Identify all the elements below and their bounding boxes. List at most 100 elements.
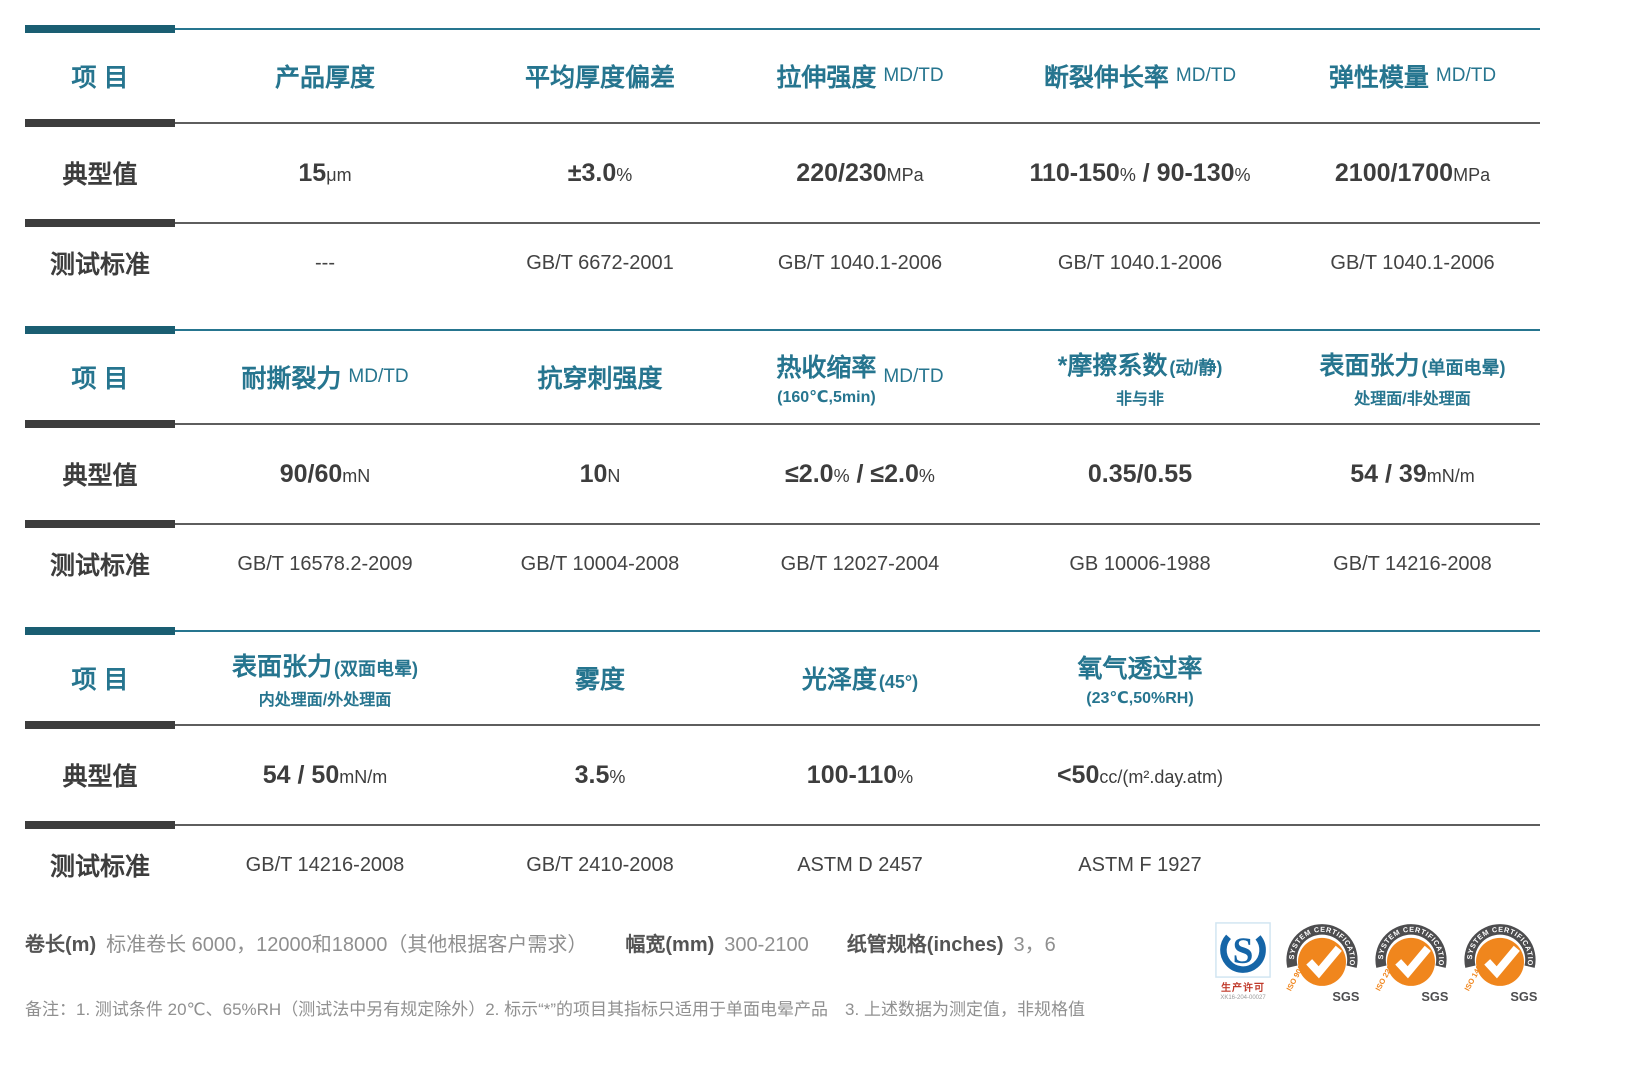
row-label-typical: 典型值	[62, 462, 138, 490]
typical-value-cell: 220/230MPa	[725, 159, 995, 188]
column-header: 拉伸强度 MD/TD	[725, 58, 995, 94]
rule-accent-bar	[25, 219, 175, 227]
rule-line	[25, 122, 1540, 124]
column-subtitle: 处理面/非处理面	[1354, 390, 1471, 408]
row-label-standard: 测试标准	[49, 853, 150, 881]
rule-line	[25, 423, 1540, 425]
qs-license-code: XK16-204-00027	[1220, 995, 1266, 1001]
header-row: 项 目 耐撕裂力 MD/TD 抗穿刺强度 热收缩率 (160℃,5min) MD/TD *摩擦…	[25, 334, 1540, 420]
standard-cell: GB/T 16578.2-2009	[237, 552, 413, 575]
typical-value-cell: 0.35/0.55	[995, 460, 1285, 489]
rule-accent-bar	[25, 821, 175, 829]
value-number: 110-150	[1029, 158, 1120, 187]
sgs-brand-label: SGS	[1421, 989, 1448, 1003]
value-unit: %	[616, 164, 633, 185]
standard-cell: GB/T 6672-2001	[526, 251, 674, 274]
badge-ring	[1286, 924, 1358, 968]
row-label-standard: 测试标准	[49, 552, 150, 580]
column-header: 耐撕裂力 MD/TD	[175, 359, 475, 395]
rule-accent-bar	[25, 627, 175, 635]
qs-letter: S	[1233, 931, 1254, 972]
column-direction-suffix: MD/TD	[348, 366, 409, 387]
sgs-iso22000-badge: SYSTEM CERTIFICATION ISO 22000 SGS	[1371, 916, 1451, 1004]
row-label-typical: 典型值	[62, 161, 138, 189]
column-direction-suffix: MD/TD	[1175, 65, 1237, 86]
rule-line	[25, 523, 1540, 525]
value-unit: %	[1119, 164, 1136, 185]
value-number: 220/230	[796, 158, 887, 187]
spec-tables: 项 目 产品厚度 平均厚度偏差 拉伸强度 MD/TD 断裂伸长率 MD/TD 弹性模量 MD/T…	[25, 25, 1540, 901]
typical-value-row: 典型值 90/60mN 10N ≤2.0% / ≤2.0% 0.35/0.55 54 / …	[25, 428, 1540, 520]
column-title: 表面张力	[1319, 351, 1420, 380]
roll-spec-line: 卷长(m) 标准卷长 6000，12000和18000（其他根据客户需求） 幅宽…	[25, 928, 1540, 957]
header-row: 项 目 表面张力 (双面电晕) 内处理面/外处理面 雾度 光泽度 (45°) 氧气透过率 (23…	[25, 635, 1540, 721]
standard-cell: GB 10006-1988	[1069, 552, 1211, 575]
badge-circle	[1298, 937, 1346, 986]
row-divider	[25, 420, 1540, 428]
width-value: 300-2100	[724, 934, 809, 956]
value-number: 2100/1700	[1334, 158, 1454, 187]
column-subtitle: (160℃,5min)	[777, 388, 876, 406]
column-title: 光泽度	[801, 666, 877, 694]
sgs-iso9001-badge: SYSTEM CERTIFICATION ISO 9001 SGS	[1282, 916, 1362, 1004]
sgs-brand-label: SGS	[1332, 989, 1359, 1003]
value-unit: mN/m	[339, 766, 388, 787]
column-title: 雾度	[574, 666, 625, 694]
column-title: *摩擦系数	[1057, 351, 1168, 380]
section-top-rule	[25, 627, 1540, 635]
sgs-brand-label: SGS	[1510, 989, 1537, 1003]
typical-value-cell: 110-150% / 90-130%	[995, 159, 1285, 188]
column-header: 弹性模量 MD/TD	[1285, 58, 1540, 94]
typical-value-cell: 90/60mN	[175, 460, 475, 489]
value-unit: cc/(m².day.atm)	[1099, 766, 1224, 787]
width-label: 幅宽(mm)	[625, 934, 715, 956]
spec-table-2: 项 目 耐撕裂力 MD/TD 抗穿刺强度 热收缩率 (160℃,5min) MD/TD *摩擦…	[25, 326, 1540, 600]
standard-cell: GB/T 14216-2008	[1333, 552, 1492, 575]
column-title: 产品厚度	[274, 64, 375, 92]
column-header: 氧气透过率 (23℃,50%RH)	[995, 649, 1285, 708]
column-header: 抗穿刺强度	[475, 359, 725, 395]
column-title-paren: (单面电晕)	[1421, 357, 1506, 378]
value-number: 10	[579, 459, 608, 488]
column-title-paren: (动/静)	[1169, 357, 1223, 378]
column-header: 产品厚度	[175, 58, 475, 94]
standard-cell: GB/T 2410-2008	[526, 853, 674, 876]
core-size-value: 3，6	[1013, 934, 1056, 956]
typical-value-row: 典型值 15μm ±3.0% 220/230MPa 110-150% / 90-130%…	[25, 127, 1540, 219]
standard-cell: GB/T 14216-2008	[245, 853, 405, 876]
value-unit: %	[918, 465, 935, 486]
typical-value-cell: 100-110%	[725, 761, 995, 790]
typical-value-cell: ≤2.0% / ≤2.0%	[725, 460, 995, 489]
standard-row: 测试标准 GB/T 14216-2008 GB/T 2410-2008 ASTM D …	[25, 829, 1540, 901]
typical-value-cell: 15μm	[175, 159, 475, 188]
column-title: 平均厚度偏差	[524, 64, 675, 92]
roll-length-value: 标准卷长 6000，12000和18000（其他根据客户需求）	[106, 934, 588, 956]
column-header: 表面张力 (单面电晕) 处理面/非处理面	[1285, 346, 1540, 409]
standard-cell: ---	[315, 251, 335, 274]
rule-line	[25, 724, 1540, 726]
row-label-item: 项 目	[71, 365, 129, 393]
value-number: 3.5	[574, 760, 610, 789]
spec-table-1: 项 目 产品厚度 平均厚度偏差 拉伸强度 MD/TD 断裂伸长率 MD/TD 弹性模量 MD/T…	[25, 25, 1540, 299]
value-number: /	[1135, 158, 1157, 187]
value-unit: μm	[326, 164, 352, 185]
standard-cell: GB/T 12027-2004	[780, 552, 940, 575]
column-header: *摩擦系数 (动/静) 非与非	[995, 346, 1285, 409]
value-unit: mN/m	[1426, 465, 1475, 486]
rule-line	[25, 222, 1540, 224]
standard-cell: GB/T 1040.1-2006	[1330, 251, 1495, 274]
value-number: 90/60	[279, 459, 343, 488]
rule-line	[25, 329, 1540, 331]
rule-accent-bar	[25, 326, 175, 334]
row-label-standard: 测试标准	[49, 251, 150, 279]
typical-value-cell: <50cc/(m².day.atm)	[995, 761, 1285, 790]
value-number: 100-110	[806, 760, 898, 789]
column-subtitle: 内处理面/外处理面	[258, 691, 392, 709]
certification-badges: S 生产许可 XK16-204-00027 SYSTEM CERTIFICATI…	[1213, 916, 1540, 1004]
column-title: 拉伸强度	[776, 64, 877, 92]
rule-line	[25, 630, 1540, 632]
typical-value-cell: 3.5%	[475, 761, 725, 790]
column-title-paren: (双面电晕)	[334, 658, 418, 679]
footer: 卷长(m) 标准卷长 6000，12000和18000（其他根据客户需求） 幅宽…	[25, 922, 1540, 1088]
column-title: 表面张力	[231, 652, 332, 681]
